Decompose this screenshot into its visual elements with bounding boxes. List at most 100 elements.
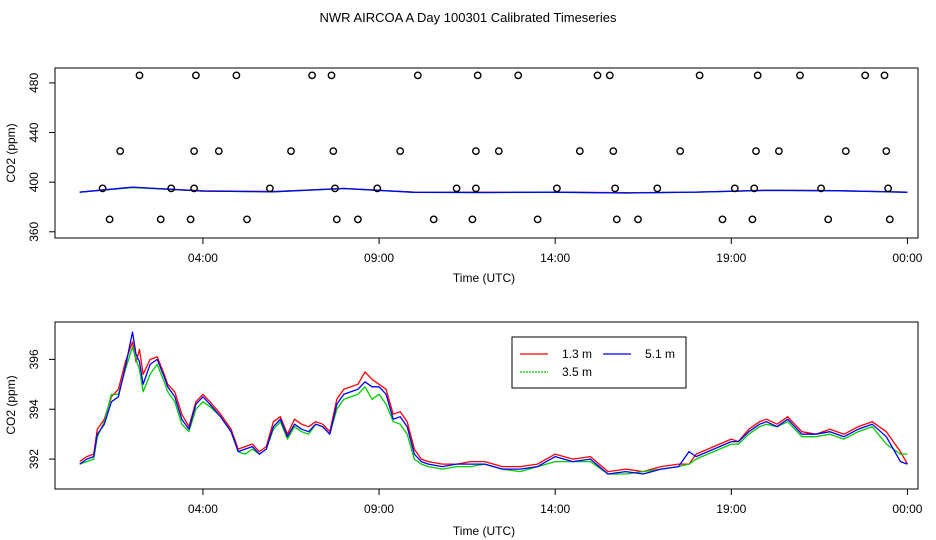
top-series-line-5-1-m bbox=[79, 186, 908, 194]
calibration-point bbox=[593, 71, 602, 80]
top-x-tick-label: 14:00 bbox=[540, 251, 570, 265]
bottom-series-line-3-5-m bbox=[79, 346, 908, 475]
bottom-x-tick-label: 04:00 bbox=[188, 502, 218, 516]
top-plot-frame bbox=[54, 67, 919, 239]
calibration-point bbox=[98, 184, 107, 193]
top-x-tick-label: 19:00 bbox=[716, 251, 746, 265]
bottom-y-tick-label: 396 bbox=[27, 349, 41, 369]
bottom-x-tick-label: 14:00 bbox=[540, 502, 570, 516]
calibration-point bbox=[429, 215, 438, 224]
bottom-x-axis-label: Time (UTC) bbox=[453, 524, 515, 538]
top-x-tick-label: 04:00 bbox=[188, 251, 218, 265]
calibration-point bbox=[676, 147, 685, 156]
calibration-point bbox=[884, 184, 892, 193]
bottom-y-tick-label: 392 bbox=[27, 449, 41, 469]
calibration-point bbox=[753, 71, 762, 80]
bottom-x-tick-label: 19:00 bbox=[716, 502, 746, 516]
top-panel: 04:00 09:00 14:00 19:00 00:00 360 400 440 480 Ti… bbox=[4, 67, 923, 285]
calibration-point bbox=[214, 147, 223, 156]
calibration-point bbox=[332, 215, 341, 224]
calibration-point bbox=[473, 71, 482, 80]
calibration-point bbox=[190, 147, 199, 156]
calibration-point bbox=[653, 184, 662, 193]
legend-label-5-1m: 5.1 m bbox=[645, 347, 675, 361]
calibration-point bbox=[882, 147, 891, 156]
top-axes: 04:00 09:00 14:00 19:00 00:00 360 400 440 480 bbox=[27, 73, 923, 265]
calibration-point bbox=[329, 147, 338, 156]
calibration-point bbox=[471, 184, 480, 193]
calibration-point bbox=[514, 71, 523, 80]
calibration-point bbox=[861, 71, 870, 80]
calibration-point bbox=[553, 184, 561, 193]
calibration-point bbox=[135, 71, 144, 80]
bottom-y-axis-label: CO2 (ppm) bbox=[4, 375, 18, 434]
calibration-point bbox=[634, 215, 642, 224]
calibration-point bbox=[156, 215, 165, 224]
calibration-point bbox=[468, 215, 477, 224]
calibration-point bbox=[308, 71, 316, 80]
top-x-axis-label: Time (UTC) bbox=[453, 271, 515, 285]
calibration-point bbox=[775, 147, 783, 156]
calibration-point bbox=[575, 147, 584, 156]
calibration-point bbox=[880, 71, 889, 80]
calibration-point bbox=[817, 184, 825, 193]
calibration-point bbox=[609, 147, 618, 156]
calibration-point bbox=[718, 215, 727, 224]
top-y-tick-label: 360 bbox=[27, 221, 41, 241]
calibration-point bbox=[885, 215, 894, 224]
calibration-point bbox=[824, 215, 833, 224]
top-y-tick-label: 400 bbox=[27, 172, 41, 192]
calibration-point bbox=[331, 184, 339, 193]
calibration-point bbox=[841, 147, 850, 156]
legend: 1.3 m 3.5 m 5.1 m bbox=[511, 336, 687, 389]
calibration-point bbox=[396, 147, 405, 156]
top-x-tick-label: 00:00 bbox=[892, 251, 922, 265]
calibration-point bbox=[105, 215, 114, 224]
calibration-point bbox=[750, 184, 759, 193]
calibration-point bbox=[191, 71, 200, 80]
top-y-tick-label: 480 bbox=[27, 73, 41, 93]
bottom-data-layer bbox=[79, 331, 908, 475]
calibration-point bbox=[533, 215, 542, 224]
calibration-point bbox=[471, 147, 480, 156]
bottom-plot-frame bbox=[54, 321, 919, 490]
calibration-point bbox=[232, 71, 241, 80]
calibration-point bbox=[167, 184, 176, 193]
calibration-point bbox=[605, 71, 614, 80]
bottom-panel: 04:00 09:00 14:00 19:00 00:00 392 394 396 Time … bbox=[4, 321, 923, 538]
calibration-point bbox=[327, 71, 336, 80]
legend-label-3-5m: 3.5 m bbox=[562, 365, 592, 379]
bottom-x-tick-label: 09:00 bbox=[364, 502, 394, 516]
bottom-series-line-1-3-m bbox=[79, 341, 908, 473]
calibration-point bbox=[353, 215, 362, 224]
bottom-axes: 04:00 09:00 14:00 19:00 00:00 392 394 396 bbox=[27, 349, 923, 516]
bottom-series-line-5-1-m bbox=[79, 331, 908, 475]
legend-box bbox=[511, 336, 687, 389]
calibration-point bbox=[494, 147, 503, 156]
calibration-point bbox=[373, 184, 382, 193]
top-y-axis-label: CO2 (ppm) bbox=[4, 123, 18, 182]
calibration-point bbox=[748, 215, 757, 224]
top-x-tick-label: 09:00 bbox=[364, 251, 394, 265]
calibration-point bbox=[116, 147, 125, 156]
calibration-point bbox=[796, 71, 804, 80]
calibration-point bbox=[243, 215, 251, 224]
calibration-point bbox=[265, 184, 274, 193]
calibration-point bbox=[186, 215, 195, 224]
calibration-point bbox=[612, 215, 621, 224]
top-data-layer bbox=[79, 71, 908, 224]
figure-title: NWR AIRCOA A Day 100301 Calibrated Times… bbox=[320, 10, 617, 25]
legend-label-1-3m: 1.3 m bbox=[562, 347, 592, 361]
calibration-point bbox=[611, 184, 619, 193]
calibration-point bbox=[190, 184, 199, 193]
calibration-point bbox=[452, 184, 461, 193]
calibration-point bbox=[287, 147, 295, 156]
calibration-point bbox=[413, 71, 422, 80]
bottom-x-tick-label: 00:00 bbox=[892, 502, 922, 516]
calibration-point bbox=[752, 147, 760, 156]
calibration-point bbox=[730, 184, 739, 193]
top-y-tick-label: 440 bbox=[27, 122, 41, 142]
calibration-point bbox=[695, 71, 704, 80]
bottom-y-tick-label: 394 bbox=[27, 399, 41, 419]
